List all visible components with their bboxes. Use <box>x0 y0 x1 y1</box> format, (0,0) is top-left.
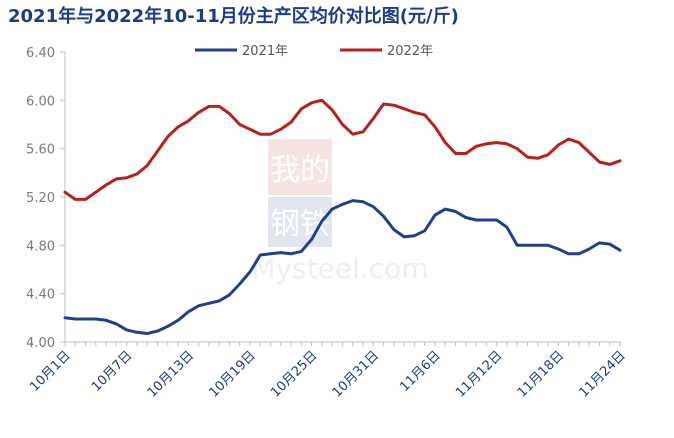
x-tick-label: 11月12日 <box>453 348 505 400</box>
legend: 2021年 2022年 <box>195 44 433 59</box>
watermark-block-top <box>268 139 332 195</box>
series-line-1 <box>63 98 622 201</box>
y-tick-label: 4.80 <box>26 239 55 254</box>
x-tick-label: 10月1日 <box>27 348 74 395</box>
x-axis-ticks: 10月1日 10月7日 10月13日 10月19日 10月25日 10月31日 11月6日 1… <box>27 342 629 401</box>
y-tick-label: 5.60 <box>26 143 55 158</box>
y-tick-label: 6.40 <box>26 46 55 61</box>
watermark: 我的 钢铁 Mysteel.com <box>251 139 429 285</box>
x-tick-label: 10月7日 <box>89 348 136 395</box>
x-tick-label: 11月6日 <box>397 348 444 395</box>
x-tick-label: 11月24日 <box>576 348 628 400</box>
watermark-text-site: Mysteel.com <box>251 252 428 285</box>
x-tick-label: 10月13日 <box>145 348 197 400</box>
y-tick-label: 4.40 <box>26 288 55 303</box>
y-axis-ticks: 4.00 4.40 4.80 5.20 5.60 6.00 6.40 <box>26 46 65 351</box>
y-tick-label: 6.00 <box>26 94 55 109</box>
series-line-0 <box>63 199 622 335</box>
legend-label-0: 2021年 <box>242 44 288 59</box>
y-tick-label: 4.00 <box>26 336 55 351</box>
watermark-text-top: 我的 <box>270 153 330 188</box>
x-tick-label: 11月18日 <box>515 348 567 400</box>
x-tick-label: 10月25日 <box>268 348 320 400</box>
x-tick-label: 10月19日 <box>206 348 258 400</box>
chart-title: 2021年与2022年10-11月份主产区均价对比图(元/斤) <box>8 6 459 27</box>
series-lines <box>63 98 622 335</box>
y-tick-label: 5.20 <box>26 191 55 206</box>
x-tick-label: 10月31日 <box>330 348 382 400</box>
legend-label-1: 2022年 <box>387 44 433 59</box>
